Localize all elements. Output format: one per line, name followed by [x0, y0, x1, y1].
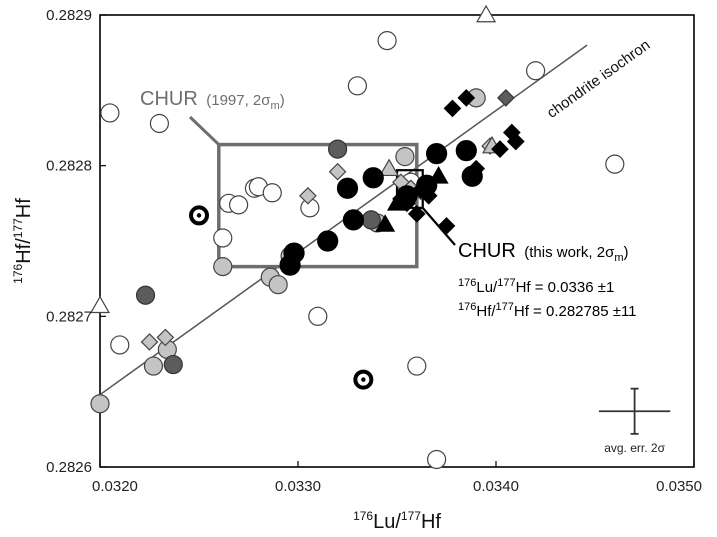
data-point-circle-open: [605, 154, 625, 174]
chur-1997-label: CHUR (1997, 2σm): [140, 88, 285, 112]
data-point-circle-open: [110, 335, 130, 355]
data-point-circle-light-gray: [395, 147, 415, 167]
data-point-circle-open: [347, 76, 367, 96]
data-point-circle-open: [525, 61, 546, 81]
chur-1997-leader: [188, 115, 220, 146]
data-point-circle-open: [308, 306, 328, 326]
isochron-label: chondrite isochron: [544, 36, 653, 121]
data-point-circle-open: [262, 183, 282, 203]
y-tick-label: 0.2828: [46, 158, 92, 175]
data-point-circle-light-gray: [90, 394, 110, 414]
chur-lu-hf-value: 176Lu/177Hf = 0.0336 ±1: [458, 277, 614, 296]
data-point-bullseye: [189, 205, 209, 226]
x-tick-label: 0.0330: [275, 478, 321, 495]
chur-hf-hf-value: 176Hf/177Hf = 0.282785 ±11: [458, 301, 637, 320]
data-point-circle-open: [100, 103, 120, 123]
data-point-bullseye: [353, 369, 374, 390]
data-point-triangle-open: [89, 295, 111, 314]
data-point-circle-black: [342, 209, 365, 231]
data-markers: [89, 4, 625, 470]
average-error-bar: [598, 387, 671, 435]
x-tick-label: 0.0320: [92, 478, 138, 495]
data-point-diamond-light-gray: [140, 333, 159, 351]
data-point-diamond-black: [419, 186, 438, 205]
data-point-diamond-black: [407, 205, 426, 223]
y-tick-label: 0.2829: [46, 7, 92, 24]
data-point-circle-open: [407, 356, 427, 376]
data-point-diamond-black: [491, 140, 509, 158]
data-point-diamond-black: [457, 89, 476, 107]
data-point-circle-black: [283, 242, 305, 264]
data-point-circle-black: [455, 140, 477, 162]
data-point-triangle-black: [428, 166, 449, 184]
y-axis-ticks: 0.2826 0.2827 0.2828 0.2829: [46, 7, 106, 476]
data-point-diamond-black: [467, 159, 486, 178]
x-tick-label: 0.0340: [473, 478, 519, 495]
data-point-circle-open: [377, 31, 397, 51]
error-bar-label: avg. err. 2σ: [604, 441, 665, 455]
y-tick-label: 0.2826: [46, 459, 92, 476]
x-axis-ticks: 0.0320 0.0330 0.0340 0.0350: [92, 461, 702, 495]
data-point-circle-black: [317, 230, 339, 252]
data-point-circle-dark-gray: [135, 285, 156, 305]
data-point-circle-open: [213, 228, 233, 248]
data-point-triangle-black: [386, 193, 408, 211]
chur-this-work-leader: [421, 207, 456, 246]
data-point-circle-black: [426, 143, 448, 165]
y-axis-title: 176Hf/177Hf: [11, 198, 35, 284]
data-point-circle-dark-gray: [163, 354, 183, 375]
data-point-circle-open: [427, 449, 447, 470]
chur-this-work-label: CHUR (this work, 2σm): [458, 240, 629, 264]
data-point-diamond-black: [437, 217, 456, 235]
data-point-diamond-light-gray: [156, 328, 175, 347]
data-point-diamond-black: [443, 99, 462, 118]
data-point-triangle-black: [375, 214, 396, 232]
y-tick-label: 0.2827: [46, 308, 92, 325]
x-tick-label: 0.0350: [656, 478, 702, 495]
plot-area: [89, 4, 671, 470]
data-point-diamond-dark-gray: [497, 89, 515, 107]
data-point-circle-black: [362, 167, 384, 189]
x-axis-title: 176Lu/177Hf: [353, 509, 441, 533]
data-point-circle-open: [149, 113, 169, 134]
data-point-circle-light-gray: [143, 356, 164, 376]
data-point-circle-light-gray: [268, 275, 288, 295]
data-point-diamond-light-gray: [299, 186, 317, 205]
plot-frame: [99, 14, 695, 468]
data-point-diamond-black: [506, 132, 525, 151]
data-point-circle-light-gray: [213, 257, 233, 277]
data-point-circle-open: [229, 195, 249, 215]
data-point-triangle-light-gray: [379, 158, 400, 177]
data-point-circle-dark-gray: [361, 210, 381, 230]
data-point-diamond-light-gray: [328, 162, 347, 181]
data-point-triangle-open: [476, 4, 497, 23]
data-point-circle-black: [336, 177, 359, 199]
data-point-circle-dark-gray: [328, 139, 348, 159]
